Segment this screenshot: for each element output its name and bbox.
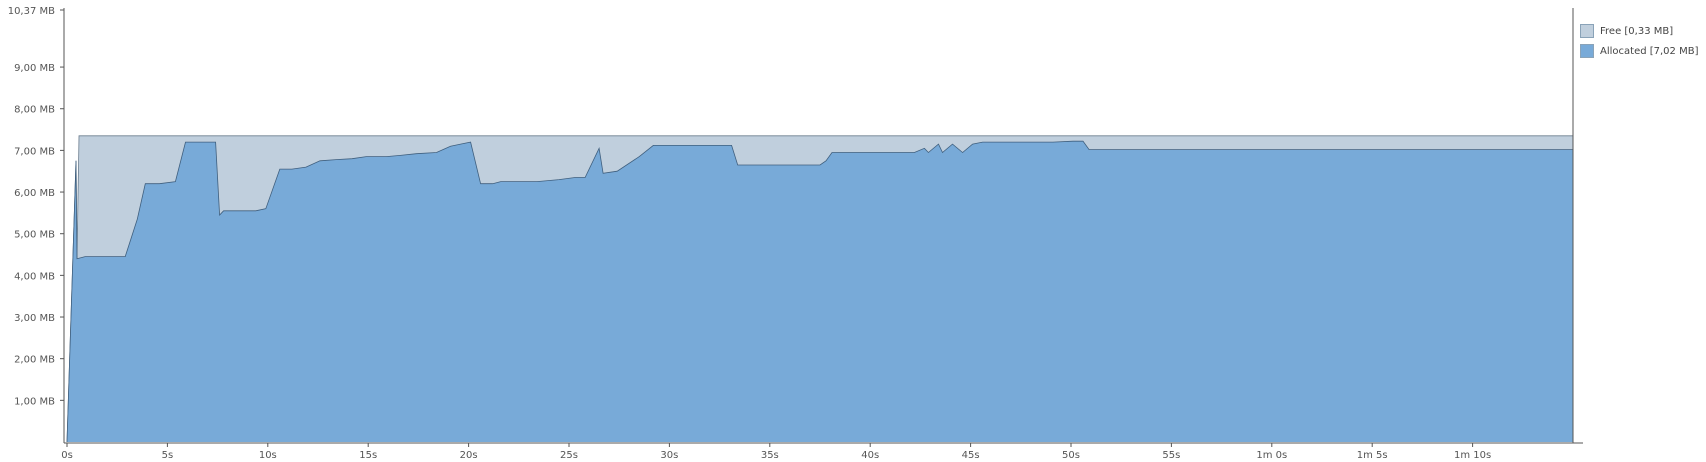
y-tick-label: 8,00 MB (14, 105, 55, 116)
legend-swatch-free (1580, 24, 1594, 38)
x-tick-label: 20s (460, 450, 478, 461)
y-tick-label: 4,00 MB (14, 271, 55, 282)
y-tick-label: 1,00 MB (14, 396, 55, 407)
y-tick-label: 7,00 MB (14, 146, 55, 157)
legend-swatch-allocated (1580, 44, 1594, 58)
x-tick-label: 1m 0s (1256, 450, 1287, 461)
x-tick-label: 55s (1162, 450, 1180, 461)
legend-label-free: Free [0,33 MB] (1600, 25, 1674, 37)
x-axis-ticks: 0s 5s 10s 15s 20s 25s 30s 35s 40s 45s 50s 55s 1m 0s 1… (61, 443, 1491, 461)
x-tick-label: 1m 5s (1357, 450, 1388, 461)
x-tick-label: 15s (359, 450, 377, 461)
y-tick-label: 10,37 MB (8, 6, 55, 17)
chart-areas (66, 135, 1573, 443)
legend-item-free: Free [0,33 MB] (1580, 22, 1698, 40)
y-tick-label: 5,00 MB (14, 230, 55, 241)
chart-axes (63, 8, 1583, 444)
series-line-allocated (66, 140, 1573, 443)
y-tick-label: 6,00 MB (14, 188, 55, 199)
legend-item-allocated: Allocated [7,02 MB] (1580, 42, 1698, 60)
y-tick-label: 2,00 MB (14, 355, 55, 366)
x-tick-label: 35s (761, 450, 779, 461)
x-tick-label: 5s (162, 450, 174, 461)
x-tick-label: 0s (61, 450, 73, 461)
chart-legend: Free [0,33 MB] Allocated [7,02 MB] (1580, 22, 1698, 62)
x-tick-label: 10s (259, 450, 277, 461)
x-tick-label: 45s (962, 450, 980, 461)
x-tick-label: 50s (1062, 450, 1080, 461)
x-tick-label: 40s (861, 450, 879, 461)
x-tick-label: 30s (660, 450, 678, 461)
y-tick-label: 9,00 MB (14, 63, 55, 74)
x-tick-label: 1m 10s (1454, 450, 1491, 461)
x-tick-label: 25s (560, 450, 578, 461)
legend-label-allocated: Allocated [7,02 MB] (1600, 45, 1699, 57)
y-tick-label: 3,00 MB (14, 313, 55, 324)
y-axis-ticks: 1,00 MB 2,00 MB 3,00 MB 4,00 MB 5,00 MB 6,00 … (8, 6, 64, 407)
series-area-allocated (67, 141, 1573, 442)
